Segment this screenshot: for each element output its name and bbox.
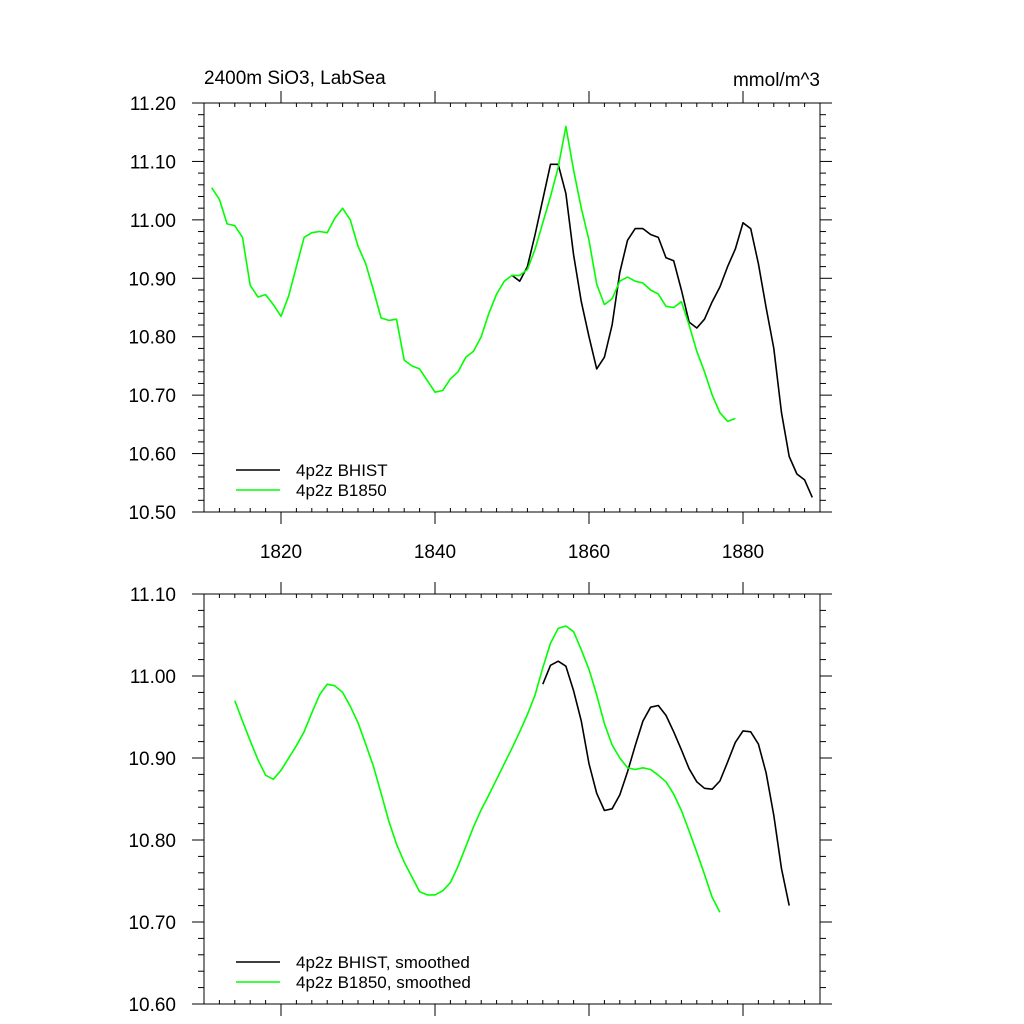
top-panel: 2400m SiO3, LabSea mmol/m^3 1820 1840 1860…: [128, 68, 832, 563]
y-tick-label: 10.60: [128, 995, 176, 1016]
legend-label-bhist-smoothed: 4p2z BHIST, smoothed: [296, 953, 470, 972]
y-tick-label: 10.50: [128, 503, 176, 524]
x-tick-label: 1820: [260, 542, 302, 563]
y-tick-label: 11.00: [130, 211, 176, 232]
bottom-panel-legend: 4p2z BHIST, smoothed 4p2z B1850, smoothe…: [236, 953, 471, 992]
legend-label-bhist: 4p2z BHIST: [296, 461, 388, 480]
series-line-b1850: [211, 125, 736, 423]
y-tick-label: 11.10: [130, 585, 176, 606]
bottom-panel: 10.60 10.70 10.80 10.90 11.00 11.10 4p2z BHIS…: [128, 582, 832, 1016]
y-tick-label: 11.20: [130, 94, 176, 115]
y-tick-label: 11.00: [130, 667, 176, 688]
top-panel-legend: 4p2z BHIST 4p2z B1850: [236, 461, 388, 500]
series-line-bhist: [511, 163, 814, 498]
y-tick-label: 11.10: [130, 152, 176, 173]
y-tick-label: 10.80: [128, 831, 176, 852]
bottom-panel-axis-ticks: 10.60 10.70 10.80 10.90 11.00 11.10: [128, 582, 832, 1016]
bottom-panel-frame: [203, 593, 821, 1005]
y-tick-label: 10.90: [128, 749, 176, 770]
top-panel-axis-ticks: 1820 1840 1860 1880 10.50 10.60 10.70 10.80 10.9…: [128, 91, 832, 563]
top-panel-units: mmol/m^3: [733, 70, 820, 91]
y-tick-label: 10.70: [128, 913, 176, 934]
top-panel-title: 2400m SiO3, LabSea: [204, 68, 386, 89]
y-tick-label: 10.90: [128, 269, 176, 290]
top-panel-frame: [203, 102, 821, 513]
series-line-b1850: [234, 625, 721, 913]
y-tick-label: 10.60: [128, 445, 176, 466]
x-tick-label: 1840: [414, 542, 456, 563]
y-tick-label: 10.70: [128, 386, 176, 407]
legend-label-b1850-smoothed: 4p2z B1850, smoothed: [296, 973, 471, 992]
series-line-bhist: [542, 660, 790, 906]
bottom-panel-series-group: [234, 625, 790, 913]
x-tick-label: 1880: [722, 542, 764, 563]
legend-label-b1850: 4p2z B1850: [296, 481, 387, 500]
x-tick-label: 1860: [568, 542, 610, 563]
top-panel-series-group: [211, 125, 814, 498]
y-tick-label: 10.80: [128, 328, 176, 349]
